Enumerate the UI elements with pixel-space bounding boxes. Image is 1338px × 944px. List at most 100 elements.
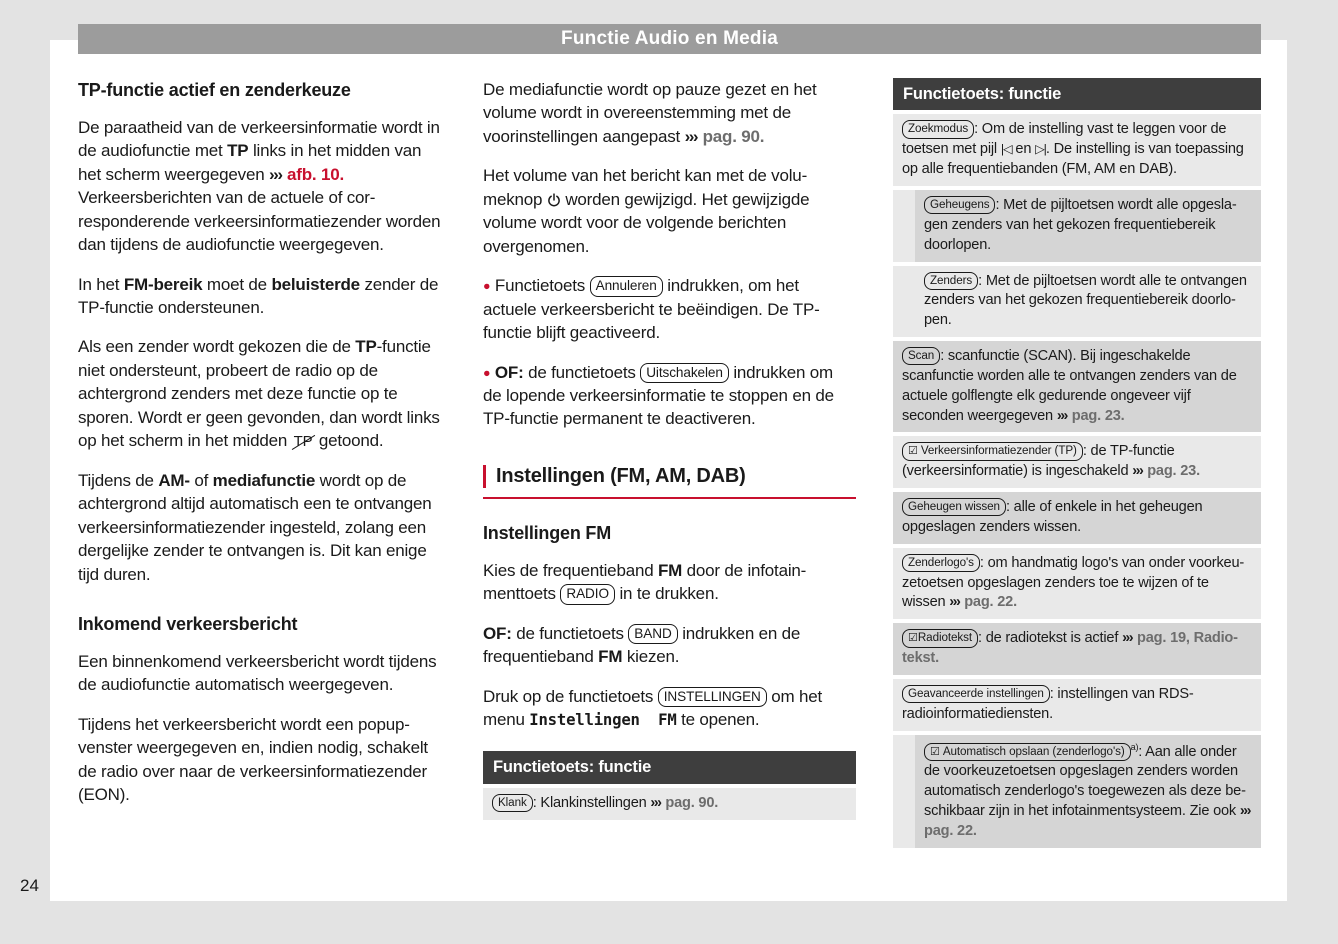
table-row: ☑ Automatisch opslaan (zenderlogo's) a): … (893, 734, 1261, 848)
column-middle: De mediafunctie wordt op pauze gezet en … (483, 78, 856, 824)
table-row: Klank: Klankinstellingen ››› pag. 90. (483, 788, 856, 821)
function-key: RADIO (560, 584, 615, 605)
column-right: Functietoets: functie Zoekmodus: Om de i… (893, 78, 1261, 852)
red-rule (483, 496, 856, 499)
table-row: Zenders: Met de pijltoetsen wordt alle t… (893, 265, 1261, 338)
text-run: Verkeersberichten van de actuele of cor­… (78, 188, 441, 255)
function-key-label: RADIO (566, 586, 609, 602)
page-reference: pag. 22. (960, 594, 1017, 611)
function-key-cap: Uitschakelen (640, 362, 729, 384)
text-run: : Om de instelling vast te leggen voor d… (902, 121, 1227, 158)
text-run: links in het midden van het scherm weerg… (78, 141, 422, 184)
function-key: Annuleren (589, 276, 663, 297)
red-bullet-icon: ● (483, 365, 491, 380)
power-icon (547, 190, 561, 209)
table-row-content: ☑ Automatisch opslaan (zenderlogo's) a): … (915, 734, 1261, 848)
function-key: Scan (902, 347, 941, 366)
function-key: Geavanceerde instellingen (902, 685, 1050, 704)
function-key-cap: ☑Radiotekst (902, 629, 978, 648)
text-run: te openen. (676, 709, 760, 729)
text-run: indrukken om de lopende verkeersinformat… (483, 362, 834, 429)
function-key-label: Zenders (930, 273, 973, 287)
checkbox-icon: ☑ (930, 745, 943, 758)
bold-text: mediafunctie (212, 470, 316, 490)
table-row: ☑ Verkeersinformatiezender (TP): de TP-f… (893, 436, 1261, 489)
text-run: wordt op de achtergrond altijd automatis… (78, 470, 432, 584)
function-key-label: Geheugen wissen (908, 500, 1000, 514)
text-run: zender de TP-functie ondersteunen. (78, 274, 439, 317)
page-reference: pag. 22. (924, 822, 977, 839)
text-run: : alle of enkele in het geheugen opgesla… (902, 499, 1203, 535)
table-rows: Zoekmodus: Om de instelling vast te legg… (893, 114, 1261, 848)
table-row-content: Geheugens: Met de pijltoetsen wordt alle… (915, 189, 1261, 262)
function-key-cap: ☑ Verkeersinformatiezender (TP) (902, 442, 1083, 461)
page-number: 24 (20, 876, 39, 895)
column-left: TP-functie actief en zenderkeuze De para… (78, 78, 445, 823)
cross-ref-chevron-icon: ››› (1239, 803, 1252, 820)
text-run: kiezen. (622, 647, 680, 667)
paragraph: Het volume van het bericht kan met de vo… (483, 164, 856, 258)
function-key-cap: Annuleren (589, 276, 663, 297)
cross-ref-chevron-icon: ››› (650, 795, 662, 812)
text-run: Functietoets (490, 276, 590, 296)
function-key-table: Functietoets: functie Zoekmodus: Om de i… (893, 78, 1261, 848)
function-key-label: Zoekmodus (908, 122, 969, 136)
function-key-label: Geavanceerde instellingen (908, 687, 1044, 700)
table-row: Geheugens: Met de pijltoetsen wordt alle… (893, 189, 1261, 262)
heading-inkomend-verkeersbericht: Inkomend verkeersbericht (78, 614, 298, 635)
bold-text: TP (227, 141, 249, 161)
text-run: getoond. (314, 431, 384, 451)
bold-text: FM (598, 647, 623, 667)
function-key: Zoekmodus (902, 120, 975, 139)
text-run: Druk op de functietoets (483, 686, 658, 706)
text-run: om het menu (483, 686, 823, 729)
text-run: Als een zender wordt gekozen die de (78, 337, 356, 357)
paragraph: De paraatheid van de verkeersinformatie … (78, 116, 445, 257)
function-key: INSTELLINGEN (657, 686, 767, 708)
table-row-content: ☑Radiotekst: de radiotekst is actief ›››… (893, 623, 1261, 675)
cross-ref-chevron-icon: ››› (949, 594, 961, 611)
table-row-content: Zenders: Met de pijltoetsen wordt alle t… (915, 266, 1261, 338)
table-row: Scan: scanfunctie (SCAN). Bij ingeschake… (893, 341, 1261, 433)
seek-back-icon: |◁ (1000, 142, 1013, 157)
text-run: indrukken, om het actuele verkeersberich… (483, 276, 820, 343)
function-key-cap: Scan (902, 347, 941, 366)
text-run: : om handmatig logo's van onder voorkeu­… (902, 554, 1245, 611)
seek-forward-icon: ▷| (1035, 142, 1047, 157)
cross-ref-chevron-icon: ››› (684, 126, 699, 146)
tp-off-icon: TP (292, 432, 315, 453)
table-row-content: Scan: scanfunctie (SCAN). Bij ingeschake… (893, 341, 1261, 433)
checkbox-icon: ☑ (908, 445, 921, 458)
function-key-cap: Zenderlogo's (902, 553, 980, 572)
text-run: in te drukken. (614, 584, 719, 604)
heading-instellingen-fm: Instellingen FM (483, 522, 612, 543)
text-run: -functie niet ondersteunt, probeert de r… (78, 337, 440, 451)
text-run: : Aan alle onder de voorkeuzetoetsen opg… (924, 743, 1246, 820)
table-row-content: ☑ Verkeersinformatiezender (TP): de TP-f… (893, 436, 1261, 488)
function-key: Geheugen wissen (902, 498, 1006, 517)
menu-name: Instellingen FM (529, 709, 677, 729)
paragraph: Druk op de functietoets INSTELLINGEN om … (483, 685, 856, 732)
function-key-cap: ☑ Automatisch opslaan (zenderlogo's) (924, 742, 1131, 761)
function-key-label: INSTELLINGEN (663, 688, 761, 704)
table-row: ☑Radiotekst: de radiotekst is actief ›››… (893, 623, 1261, 675)
cross-ref-chevron-icon: ››› (269, 164, 283, 184)
table-row: Geheugen wissen: alle of enkele in het g… (893, 492, 1261, 544)
function-key: BAND (628, 623, 678, 645)
function-key-label: BAND (634, 625, 672, 641)
function-key-label: Scan (908, 349, 935, 363)
cross-ref-chevron-icon: ››› (1132, 463, 1144, 480)
text-run: moet de (202, 274, 272, 294)
function-key: Zenderlogo's (902, 553, 980, 572)
text-run: : Klankinstellingen (532, 795, 651, 812)
function-key: Zenders (924, 271, 979, 290)
text-run: door de infotain­menttoets (483, 560, 807, 604)
text-run: of (189, 470, 213, 490)
paragraph: Tijdens het verkeersbericht wordt een po… (78, 713, 445, 807)
table-header: Functietoets: functie (483, 751, 856, 785)
paragraph: Als een zender wordt gekozen die de TP-f… (78, 335, 445, 452)
table-row-content: Klank: Klankinstellingen ››› pag. 90. (483, 788, 856, 820)
function-key: ☑ Verkeersinformatiezender (TP) (902, 442, 1083, 461)
page-reference: pag. 90. (661, 795, 719, 812)
page-header-title: Functie Audio en Media (78, 24, 1261, 54)
